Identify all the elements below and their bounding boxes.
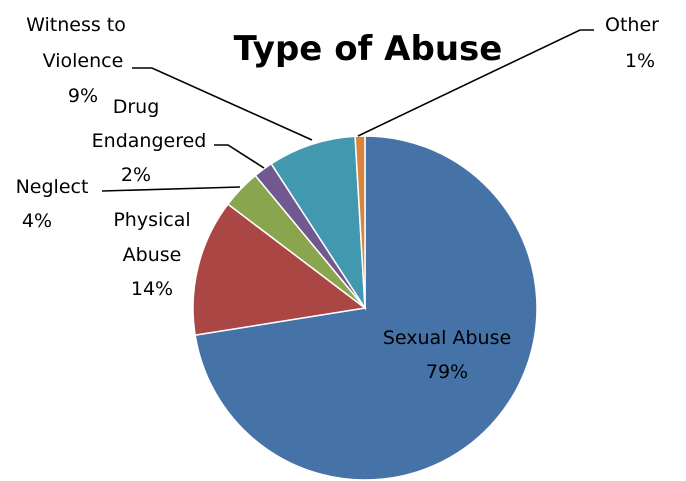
label-physical-pct: 14% [131,278,173,300]
leader-line-witness [132,67,313,141]
pie-slice-witness-to-violence [270,135,366,311]
pie-slice-other [354,135,366,309]
pie-slice-physical-abuse [192,203,367,337]
label-neglect-pct: 4% [22,210,52,232]
label-drug-pct: 2% [121,164,151,186]
label-sexual-name: Sexual Abuse [383,327,511,349]
label-drug-line2: Endangered [92,130,207,152]
label-physical-line1: Physical [113,209,190,231]
pie-slices [192,135,538,481]
label-witness-pct: 9% [68,85,98,107]
leader-line-drug [214,144,265,169]
leader-line-neglect [101,186,241,192]
label-witness-line1: Witness to [26,14,126,36]
label-physical-line2: Abuse [123,244,182,266]
label-sexual-pct: 79% [426,361,468,383]
label-other-pct: 1% [625,50,655,72]
leader-line-other [357,29,594,137]
label-other-name: Other [605,14,659,36]
label-drug-line1: Drug [113,96,160,118]
label-witness-line2: Violence [43,50,124,72]
chart-title: Type of Abuse [234,29,503,69]
label-neglect-name: Neglect [16,176,89,198]
